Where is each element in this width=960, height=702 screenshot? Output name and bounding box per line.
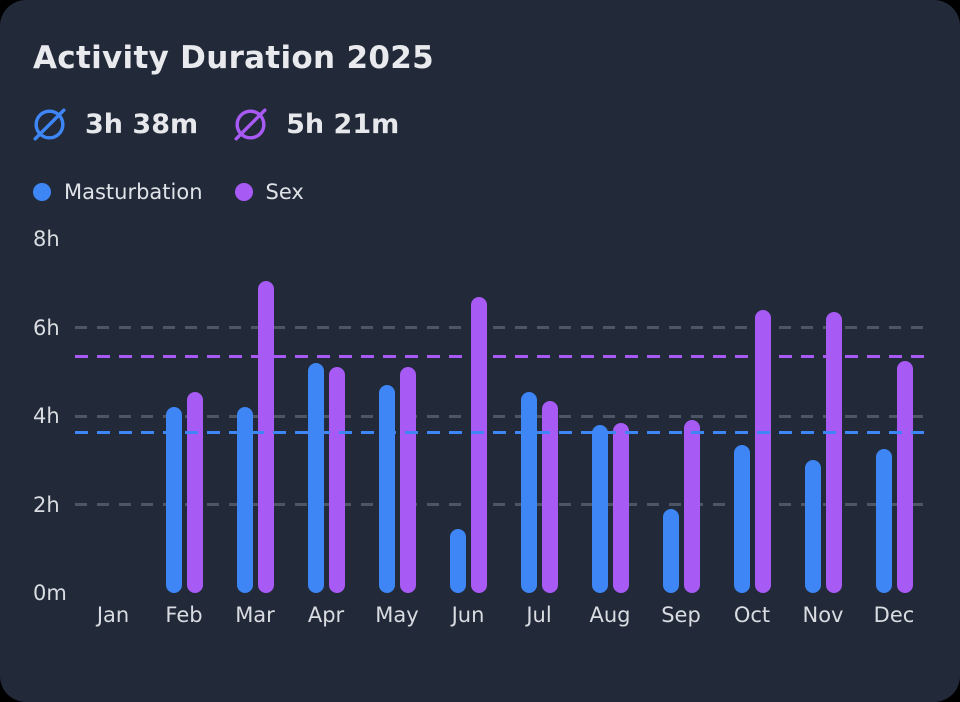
bar-oct-sex[interactable] (754, 309, 771, 593)
chart-legend: Masturbation Sex (33, 180, 304, 204)
x-axis-label-apr: Apr (307, 603, 345, 627)
bar-mar-masturbation[interactable] (236, 407, 253, 593)
bar-mar-sex[interactable] (257, 281, 274, 593)
x-axis-label-nov: Nov (802, 603, 844, 627)
bar-nov-sex[interactable] (825, 312, 842, 593)
bar-apr-sex[interactable] (328, 367, 345, 593)
legend-item-masturbation[interactable]: Masturbation (33, 180, 203, 204)
bar-jul-masturbation[interactable] (520, 391, 537, 593)
page-title: Activity Duration 2025 (33, 40, 434, 76)
x-axis-label-jul: Jul (526, 603, 552, 627)
legend-label-sex: Sex (265, 180, 304, 204)
bar-dec-masturbation[interactable] (875, 449, 892, 593)
bar-may-masturbation[interactable] (378, 385, 395, 593)
bar-jun-masturbation[interactable] (449, 528, 466, 593)
average-sex-value: 5h 21m (286, 108, 400, 140)
bar-aug-masturbation[interactable] (591, 424, 608, 593)
average-empty-set-icon (33, 107, 66, 141)
average-line-masturbation (75, 430, 932, 434)
masturbation-dot-icon (33, 183, 51, 201)
gridline-2h (75, 503, 932, 506)
x-axis-label-jan: Jan (96, 603, 130, 627)
bar-jun-sex[interactable] (470, 296, 487, 593)
average-masturbation: 3h 38m (30, 105, 198, 144)
legend-label-masturbation: Masturbation (64, 180, 203, 204)
y-axis-tick-4h: 4h (33, 404, 60, 428)
y-axis-tick-0m: 0m (33, 581, 67, 605)
bar-aug-sex[interactable] (612, 422, 629, 593)
bar-feb-sex[interactable] (186, 391, 203, 593)
y-axis-tick-2h: 2h (33, 492, 60, 517)
average-masturbation-value: 3h 38m (85, 108, 199, 140)
x-axis-label-dec: Dec (873, 603, 915, 627)
bar-apr-masturbation[interactable] (307, 362, 324, 593)
bar-may-sex[interactable] (399, 367, 416, 593)
x-axis-label-aug: Aug (589, 603, 631, 627)
legend-item-sex[interactable]: Sex (234, 180, 304, 204)
average-line-sex (75, 354, 932, 358)
x-axis-label-jun: Jun (451, 603, 485, 627)
x-axis-label-oct: Oct (733, 603, 771, 627)
bar-sep-sex[interactable] (683, 420, 700, 593)
averages-row: 3h 38m 5h 21m (30, 102, 399, 146)
x-axis-label-mar: Mar (235, 603, 275, 627)
y-axis-tick-8h: 8h (33, 227, 60, 251)
bar-jul-sex[interactable] (541, 400, 558, 593)
sex-dot-icon (234, 183, 253, 201)
average-empty-set-icon (234, 107, 267, 141)
gridline-4h (75, 414, 932, 418)
y-axis-tick-6h: 6h (33, 315, 60, 340)
x-axis-label-may: May (375, 603, 419, 627)
gridline-6h (75, 326, 932, 329)
bar-feb-masturbation[interactable] (165, 407, 182, 593)
bar-oct-masturbation[interactable] (733, 444, 750, 593)
average-sex: 5h 21m (231, 105, 399, 144)
bar-nov-masturbation[interactable] (804, 460, 821, 593)
x-axis-label-sep: Sep (661, 603, 701, 627)
bar-dec-sex[interactable] (896, 360, 913, 593)
x-axis-label-feb: Feb (165, 603, 203, 627)
bar-sep-masturbation[interactable] (662, 508, 679, 593)
